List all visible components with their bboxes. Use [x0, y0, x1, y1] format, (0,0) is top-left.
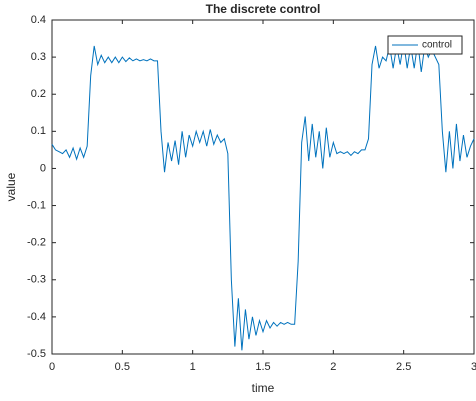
x-tick-label: 2.5: [396, 361, 411, 373]
y-tick-label: -0.5: [27, 348, 46, 360]
y-tick-label: -0.1: [27, 199, 46, 211]
y-tick-label: 0.2: [31, 88, 46, 100]
y-tick-label: 0.4: [31, 14, 46, 26]
y-tick-label: -0.2: [27, 237, 46, 249]
x-tick-label: 1.5: [255, 361, 270, 373]
y-tick-label: 0: [40, 162, 46, 174]
x-axis-label: time: [252, 381, 275, 395]
x-tick-label: 3: [471, 361, 476, 373]
chart-title: The discrete control: [206, 2, 321, 16]
legend-box: [387, 35, 463, 55]
x-tick-label: 2: [330, 361, 336, 373]
x-tick-label: 0.5: [115, 361, 130, 373]
y-axis-label: value: [4, 172, 18, 201]
plot-box: [51, 19, 475, 355]
x-tick-label: 0: [49, 361, 55, 373]
x-tick-label: 1: [190, 361, 196, 373]
y-tick-label: -0.4: [27, 311, 46, 323]
y-tick-label: -0.3: [27, 274, 46, 286]
y-tick-label: 0.3: [31, 51, 46, 63]
legend-label: control: [422, 40, 452, 51]
y-tick-label: 0.1: [31, 125, 46, 137]
